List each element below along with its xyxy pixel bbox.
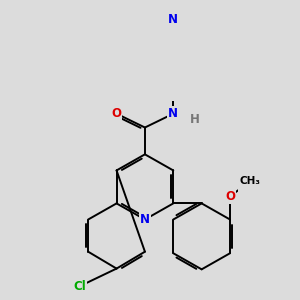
Text: N: N <box>168 107 178 120</box>
Text: O: O <box>225 190 235 203</box>
Text: N: N <box>168 13 178 26</box>
Text: Cl: Cl <box>74 280 86 293</box>
Text: H: H <box>190 113 200 126</box>
Text: N: N <box>140 213 150 226</box>
Text: CH₃: CH₃ <box>239 176 260 186</box>
Text: O: O <box>112 107 122 120</box>
